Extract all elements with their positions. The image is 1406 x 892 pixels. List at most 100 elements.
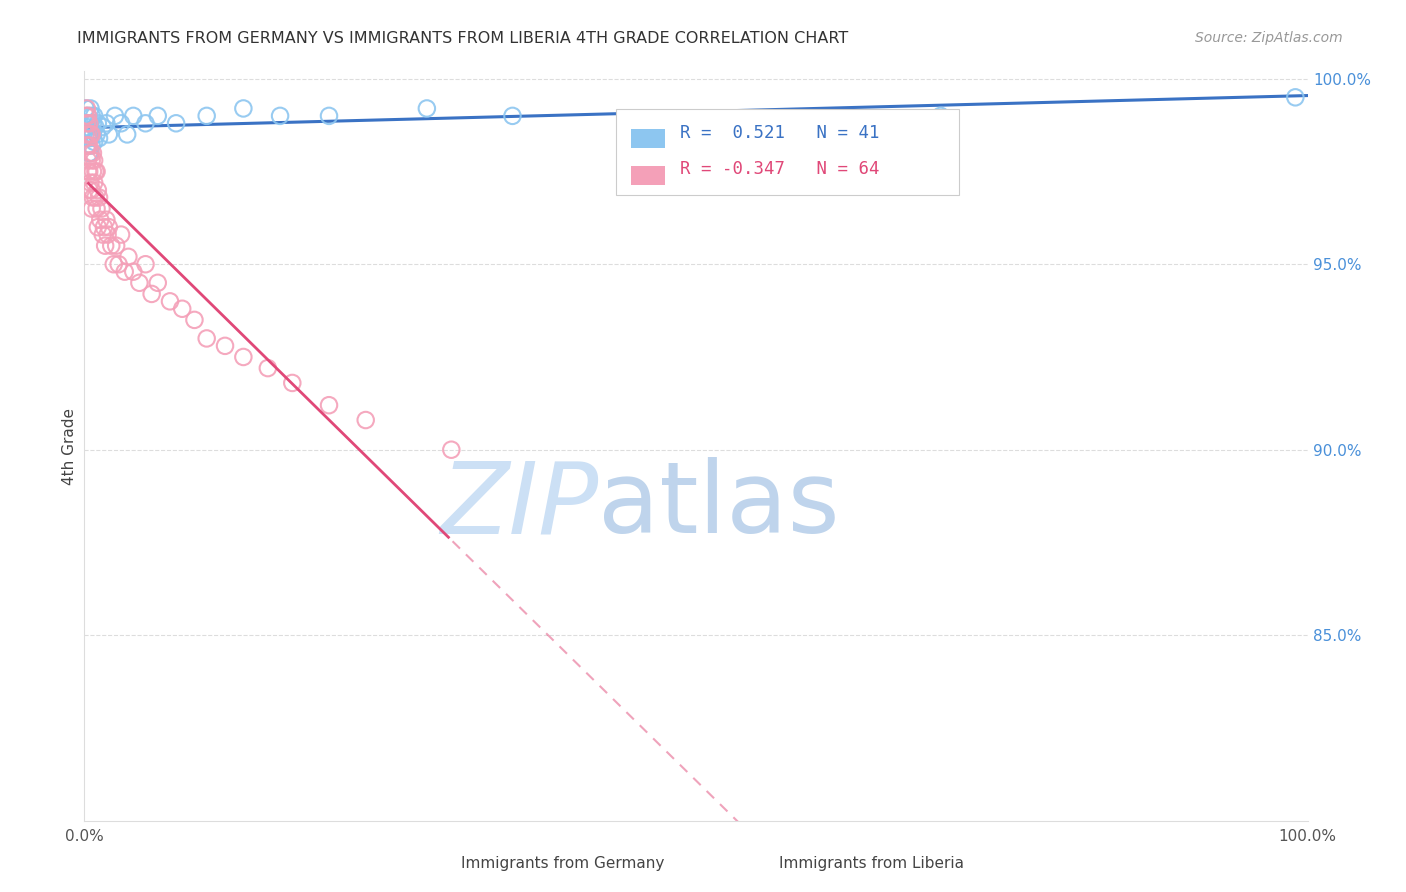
- Point: [79, 176, 101, 190]
- Point: [97, 128, 120, 142]
- Point: [87, 220, 110, 235]
- Point: [76, 120, 98, 134]
- Point: [82, 128, 104, 142]
- Text: R = -0.347   N = 64: R = -0.347 N = 64: [681, 161, 880, 178]
- Point: [80, 124, 103, 138]
- Point: [86, 128, 108, 142]
- Point: [84, 120, 107, 134]
- Point: [75, 128, 97, 142]
- Point: [214, 339, 236, 353]
- Point: [84, 164, 107, 178]
- Text: ZIP: ZIP: [440, 458, 598, 555]
- Text: R =  0.521   N = 41: R = 0.521 N = 41: [681, 124, 880, 142]
- Point: [232, 102, 254, 116]
- Point: [83, 135, 105, 149]
- Point: [107, 257, 129, 271]
- Point: [91, 120, 114, 134]
- Point: [77, 138, 100, 153]
- Y-axis label: 4th Grade: 4th Grade: [62, 408, 77, 484]
- Text: atlas: atlas: [598, 458, 839, 555]
- Point: [110, 227, 132, 242]
- Point: [77, 145, 100, 160]
- Point: [87, 183, 110, 197]
- Point: [110, 116, 132, 130]
- Point: [77, 183, 100, 197]
- Point: [75, 109, 97, 123]
- Point: [257, 361, 280, 376]
- Point: [80, 109, 103, 123]
- Point: [77, 164, 100, 178]
- Point: [86, 202, 108, 216]
- Point: [77, 109, 100, 123]
- Point: [80, 183, 103, 197]
- Point: [103, 257, 125, 271]
- Point: [122, 109, 145, 123]
- Point: [77, 109, 100, 123]
- Point: [80, 202, 103, 216]
- Point: [80, 138, 103, 153]
- Point: [83, 109, 105, 123]
- Point: [84, 190, 107, 204]
- Point: [122, 265, 145, 279]
- Bar: [631, 129, 665, 147]
- Point: [77, 116, 100, 130]
- Point: [159, 294, 181, 309]
- Point: [146, 276, 169, 290]
- Point: [97, 220, 120, 235]
- Point: [232, 350, 254, 364]
- Point: [82, 164, 104, 178]
- Point: [172, 301, 194, 316]
- Point: [97, 227, 120, 242]
- Point: [76, 138, 98, 153]
- Point: [77, 116, 100, 130]
- Point: [141, 287, 163, 301]
- Point: [75, 102, 97, 116]
- Point: [77, 128, 100, 142]
- Bar: [631, 167, 665, 185]
- Point: [354, 413, 377, 427]
- Point: [83, 153, 105, 168]
- Text: Immigrants from Liberia: Immigrants from Liberia: [779, 855, 965, 871]
- Point: [86, 164, 108, 178]
- Point: [79, 128, 101, 142]
- Point: [104, 109, 127, 123]
- Point: [93, 220, 115, 235]
- Point: [1284, 90, 1306, 104]
- Point: [269, 109, 291, 123]
- Point: [80, 128, 103, 142]
- Point: [135, 116, 157, 130]
- Bar: [420, 856, 451, 871]
- Point: [80, 153, 103, 168]
- Point: [79, 145, 101, 160]
- Point: [87, 131, 110, 145]
- Point: [77, 164, 100, 178]
- Point: [502, 109, 524, 123]
- Point: [94, 238, 117, 252]
- Point: [416, 102, 439, 116]
- Point: [79, 116, 101, 130]
- Point: [165, 116, 187, 130]
- Point: [96, 212, 118, 227]
- Point: [77, 153, 100, 168]
- Point: [440, 442, 463, 457]
- Point: [128, 276, 150, 290]
- Point: [318, 398, 340, 412]
- Text: IMMIGRANTS FROM GERMANY VS IMMIGRANTS FROM LIBERIA 4TH GRADE CORRELATION CHART: IMMIGRANTS FROM GERMANY VS IMMIGRANTS FR…: [77, 31, 849, 46]
- Point: [135, 257, 157, 271]
- Text: Immigrants from Germany: Immigrants from Germany: [461, 855, 665, 871]
- Point: [105, 238, 128, 252]
- Point: [76, 102, 98, 116]
- Point: [91, 227, 114, 242]
- Point: [79, 145, 101, 160]
- FancyBboxPatch shape: [616, 109, 959, 195]
- Point: [195, 109, 218, 123]
- Point: [87, 190, 110, 204]
- Point: [146, 109, 169, 123]
- Point: [77, 138, 100, 153]
- Point: [281, 376, 304, 390]
- Point: [114, 265, 136, 279]
- Point: [318, 109, 340, 123]
- Point: [82, 190, 104, 204]
- Point: [100, 238, 122, 252]
- Point: [117, 250, 139, 264]
